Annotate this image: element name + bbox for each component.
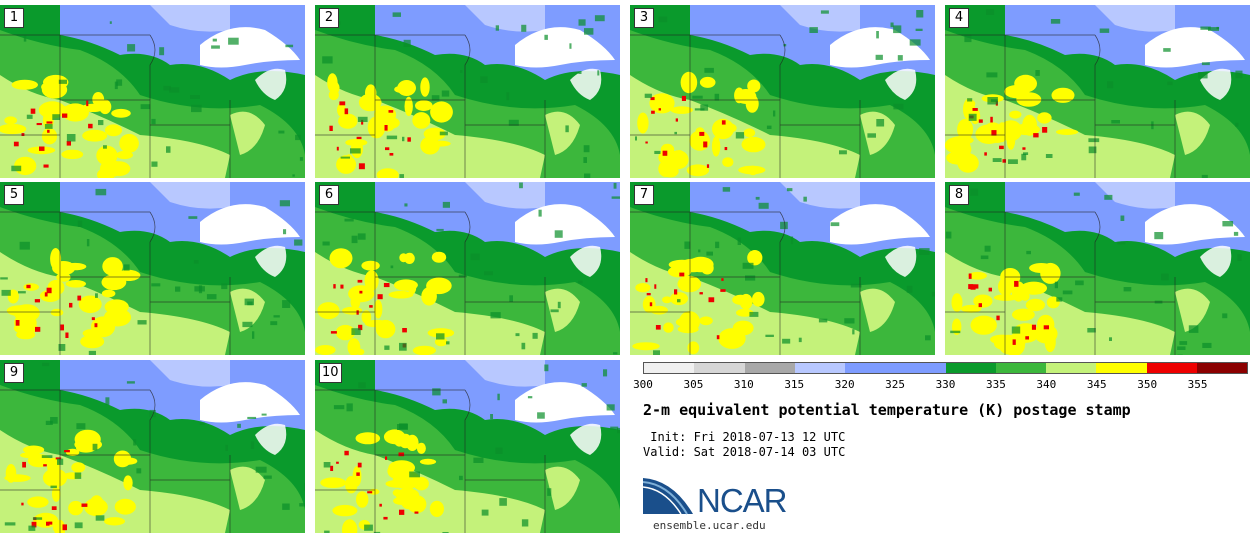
valid-time: Valid: Sat 2018-07-14 03 UTC — [643, 445, 846, 459]
colorbar — [643, 362, 1248, 374]
logo-text: NCAR — [697, 482, 788, 519]
ncar-logo-icon — [643, 478, 693, 515]
member-panel: 4 — [945, 5, 1250, 178]
colorbar-bin — [1146, 363, 1197, 373]
colorbar-bin — [945, 363, 996, 373]
member-panel: 6 — [315, 182, 620, 355]
colorbar-ticks: 300 305 310 315 320 325 330 335 340 345 350 355 — [633, 378, 1248, 392]
member-label: 5 — [4, 185, 24, 205]
colorbar-bin — [644, 363, 695, 373]
colorbar-tick-label: 340 — [1036, 378, 1057, 391]
member-panel: 9 — [0, 360, 305, 533]
colorbar-tick-label: 330 — [935, 378, 956, 391]
colorbar-bin — [1046, 363, 1097, 373]
colorbar-bin — [694, 363, 745, 373]
colorbar-bin — [845, 363, 896, 373]
colorbar-tick-label: 355 — [1187, 378, 1208, 391]
colorbar-bin — [1096, 363, 1147, 373]
colorbar-bin — [1196, 363, 1247, 373]
member-label: 8 — [949, 185, 969, 205]
member-label: 10 — [319, 363, 342, 383]
member-label: 3 — [634, 8, 654, 28]
colorbar-bin — [794, 363, 845, 373]
member-label: 7 — [634, 185, 654, 205]
colorbar-tick-label: 325 — [885, 378, 906, 391]
colorbar-bin — [895, 363, 946, 373]
colorbar-tick-label: 315 — [784, 378, 805, 391]
site-url: ensemble.ucar.edu — [653, 519, 766, 532]
colorbar-tick-label: 350 — [1137, 378, 1158, 391]
member-panel: 7 — [630, 182, 935, 355]
member-label: 2 — [319, 8, 339, 28]
colorbar-bin — [995, 363, 1046, 373]
member-label: 6 — [319, 185, 339, 205]
member-panel: 2 — [315, 5, 620, 178]
member-panel: 1 — [0, 5, 305, 178]
colorbar-tick-label: 320 — [834, 378, 855, 391]
colorbar-bin — [744, 363, 795, 373]
colorbar-tick-label: 345 — [1086, 378, 1107, 391]
init-time: Init: Fri 2018-07-13 12 UTC — [643, 430, 846, 444]
colorbar-tick-label: 300 — [633, 378, 653, 391]
member-label: 9 — [4, 363, 24, 383]
figure-title: 2-m equivalent potential temperature (K)… — [643, 401, 1131, 419]
member-label: 4 — [949, 8, 969, 28]
member-panel: 3 — [630, 5, 935, 178]
member-panel: 8 — [945, 182, 1250, 355]
member-label: 1 — [4, 8, 24, 28]
member-panel: 10 — [315, 360, 620, 533]
colorbar-tick-label: 305 — [683, 378, 704, 391]
member-panel: 5 — [0, 182, 305, 355]
colorbar-tick-label: 310 — [733, 378, 754, 391]
colorbar-tick-label: 335 — [985, 378, 1006, 391]
